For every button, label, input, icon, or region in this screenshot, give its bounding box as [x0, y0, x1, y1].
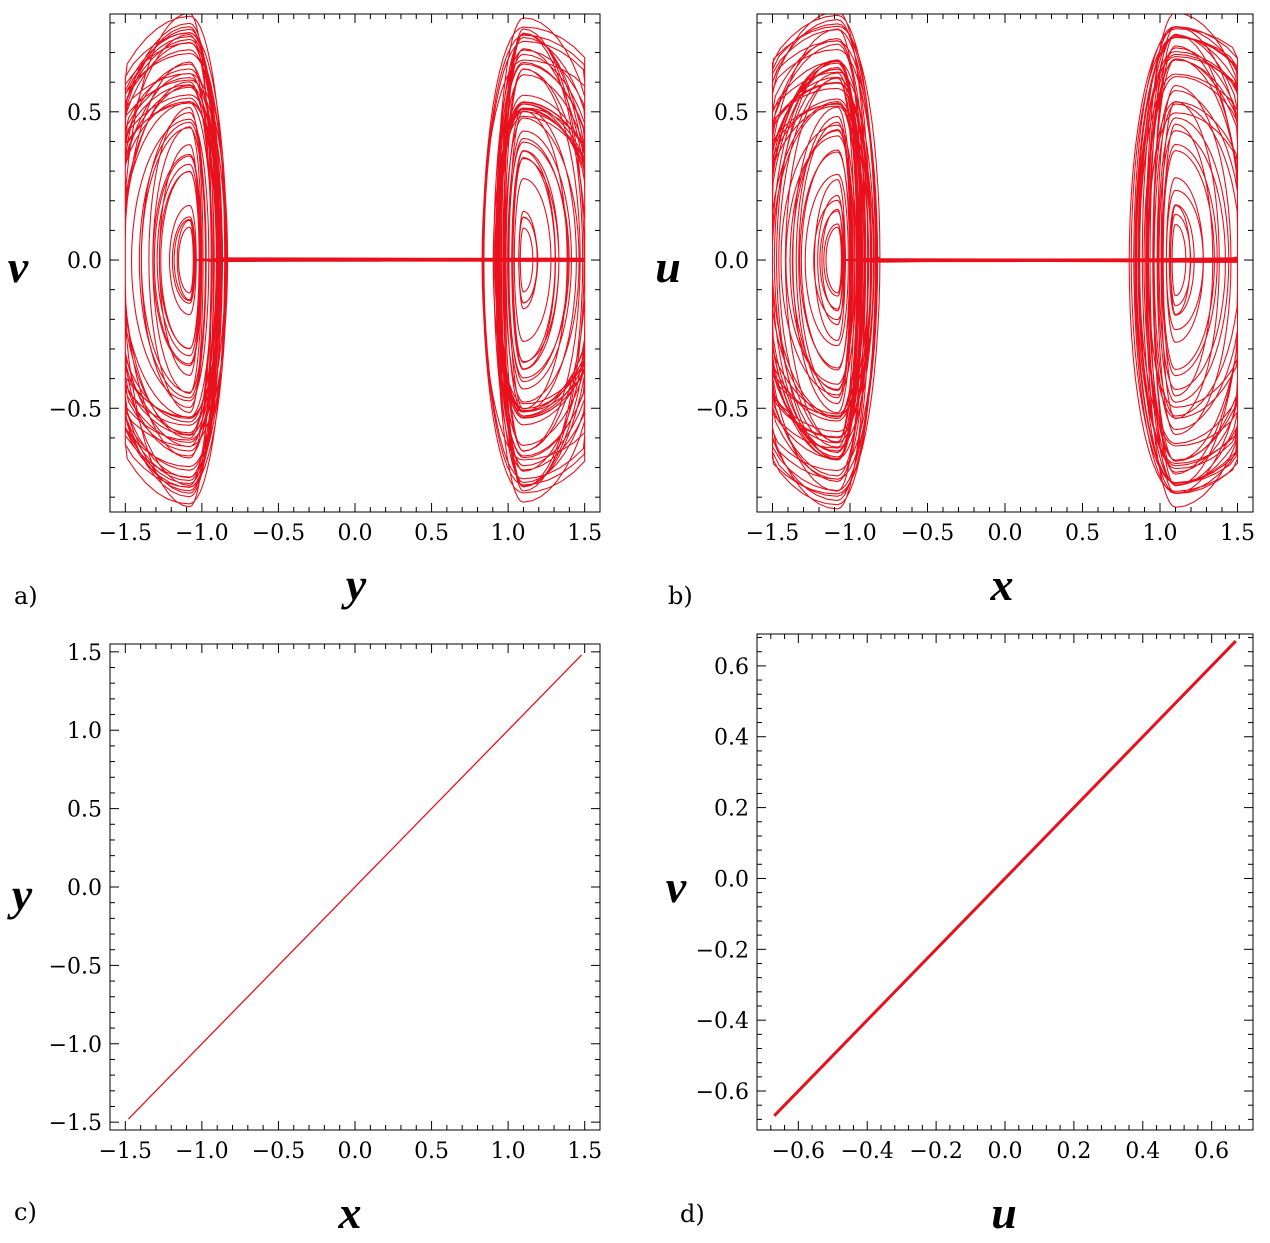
y-tick-label: 0.0	[67, 876, 102, 901]
panel-a: −1.5 −1.0 −0.5 0.0 0.5 1.0 1.5 −0.5 0.0 0.5 y v a)	[8, 13, 602, 610]
panel-label: d)	[680, 1200, 705, 1228]
x-tick-label: −0.6	[772, 1139, 825, 1164]
x-tick-label: −1.5	[99, 1139, 152, 1164]
y-tick-label: 1.5	[67, 641, 102, 666]
x-tick-label: −1.5	[746, 521, 799, 546]
x-tick-label: 1.5	[1220, 521, 1255, 546]
x-tick-label: 0.5	[414, 521, 449, 546]
y-axis-label: u	[655, 241, 681, 292]
y-axis-label: v	[666, 861, 687, 912]
panel-c: −1.5 −1.0 −0.5 0.0 0.5 1.0 1.5 −1.5 −1.0 −0.5 0.0 0…	[7, 641, 602, 1238]
x-tick-label: 1.0	[491, 521, 526, 546]
trace-group	[127, 654, 583, 1120]
x-axis-label: x	[990, 559, 1014, 610]
y-tick-label: 0.5	[67, 798, 102, 823]
y-tick-label: −0.5	[49, 954, 102, 979]
x-tick-label: 0.0	[988, 521, 1023, 546]
y-tick-label: 0.4	[714, 726, 749, 751]
panel-label: b)	[668, 582, 693, 610]
panel-b: −1.5 −1.0 −0.5 0.0 0.5 1.0 1.5 −0.5 0.0 0.5 x u b)	[655, 13, 1255, 610]
trace-group	[771, 14, 1239, 510]
sync-line	[127, 654, 583, 1120]
x-tick-label: −1.5	[99, 521, 152, 546]
x-tick-label: 0.0	[338, 521, 373, 546]
y-tick-label: −1.5	[49, 1111, 102, 1136]
y-tick-label: 1.0	[67, 719, 102, 744]
y-tick-label: −0.6	[696, 1080, 749, 1105]
x-tick-label: −0.5	[252, 1139, 305, 1164]
x-axis-label: y	[341, 559, 367, 610]
y-tick-label: −0.2	[696, 938, 749, 963]
y-tick-label: 0.0	[67, 249, 102, 274]
x-tick-label: −1.0	[175, 521, 228, 546]
x-tick-label: −1.0	[175, 1139, 228, 1164]
y-axis-label: v	[8, 241, 29, 292]
attractor-trace	[771, 14, 1239, 510]
x-tick-label: −1.0	[823, 521, 876, 546]
x-tick-label: 1.5	[567, 1139, 602, 1164]
x-tick-label: 1.0	[491, 1139, 526, 1164]
y-tick-label: 0.5	[714, 101, 749, 126]
y-tick-label: −0.4	[696, 1009, 749, 1034]
x-tick-label: 0.0	[338, 1139, 373, 1164]
x-tick-label: −0.2	[909, 1139, 962, 1164]
attractor-trace	[124, 14, 586, 508]
x-tick-label: 0.5	[414, 1139, 449, 1164]
x-tick-label: 0.5	[1065, 521, 1100, 546]
x-tick-label: −0.4	[841, 1139, 894, 1164]
x-tick-label: 0.6	[1194, 1139, 1229, 1164]
y-tick-label: 0.5	[67, 101, 102, 126]
x-tick-label: 1.5	[567, 521, 602, 546]
x-tick-label: 0.4	[1125, 1139, 1160, 1164]
x-axis-label: u	[991, 1187, 1017, 1238]
y-axis-label: y	[7, 869, 33, 920]
y-tick-label: −0.5	[696, 397, 749, 422]
x-tick-label: −0.5	[252, 521, 305, 546]
x-axis-label: x	[338, 1187, 362, 1238]
x-tick-label: 0.0	[988, 1139, 1023, 1164]
y-tick-label: 0.0	[714, 249, 749, 274]
y-tick-label: 0.0	[714, 867, 749, 892]
x-tick-label: 0.2	[1056, 1139, 1091, 1164]
panel-label: a)	[14, 582, 38, 610]
panel-label: c)	[14, 1198, 37, 1226]
y-tick-label: −1.0	[49, 1033, 102, 1058]
trace-group	[773, 640, 1237, 1117]
x-tick-label: 1.0	[1143, 521, 1178, 546]
panel-d: −0.6 −0.4 −0.2 0.0 0.2 0.4 0.6 −0.6 −0.4 −0.2 0.0 0…	[666, 633, 1254, 1238]
y-tick-label: 0.6	[714, 655, 749, 680]
y-tick-label: −0.5	[49, 397, 102, 422]
trace-group	[124, 14, 586, 508]
x-tick-label: −0.5	[901, 521, 954, 546]
sync-line	[773, 640, 1237, 1117]
y-tick-label: 0.2	[714, 797, 749, 822]
